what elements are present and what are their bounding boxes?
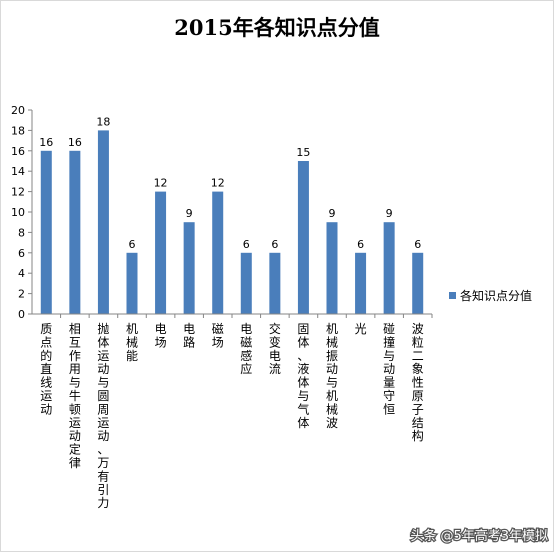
legend-label: 各知识点分值 [460, 288, 532, 303]
bar [40, 150, 52, 314]
y-tick-label: 6 [18, 247, 25, 260]
data-label: 16 [39, 136, 53, 149]
data-label: 9 [186, 207, 193, 220]
y-tick-label: 14 [11, 165, 25, 178]
bar [126, 252, 138, 314]
y-tick-label: 20 [11, 104, 25, 117]
data-label: 18 [96, 115, 110, 128]
legend-swatch [449, 292, 456, 299]
x-axis [32, 313, 433, 318]
bar [240, 252, 252, 314]
data-label: 6 [271, 238, 278, 251]
y-tick-label: 18 [11, 124, 25, 137]
category-label: 固体、液体与气体 [297, 322, 309, 430]
data-label: 6 [414, 238, 421, 251]
category-label: 机械振动与机械波 [326, 322, 338, 430]
chart-title: 2015年各知识点分值 [174, 15, 379, 40]
bar [155, 191, 167, 314]
bar [326, 222, 338, 314]
y-tick-label: 8 [18, 226, 25, 239]
category-label: 磁场 [212, 321, 224, 349]
watermark-text: 头条 @5年高考3年模拟 [410, 528, 548, 544]
y-tick-label: 12 [11, 186, 25, 199]
bar [269, 252, 281, 314]
y-tick-label: 10 [11, 206, 25, 219]
bar [97, 130, 109, 314]
category-label: 碰撞与动量守恒 [383, 322, 395, 416]
data-label: 9 [386, 207, 393, 220]
category-label: 光 [355, 322, 367, 336]
data-label: 6 [243, 238, 250, 251]
data-label: 16 [68, 136, 82, 149]
y-tick-label: 2 [18, 288, 25, 301]
legend: 各知识点分值 [449, 288, 532, 303]
y-tick-label: 0 [18, 308, 25, 321]
category-label: 质点的直线运动 [40, 322, 52, 416]
category-label: 电场 [155, 322, 167, 349]
bar [297, 161, 309, 314]
bar [212, 191, 224, 314]
category-label: 电磁感应 [240, 322, 252, 376]
data-label: 6 [357, 238, 364, 251]
category-label: 波粒二象性原子结构 [412, 322, 424, 443]
data-label: 9 [329, 207, 336, 220]
data-label: 12 [154, 177, 168, 190]
data-label: 15 [296, 146, 310, 159]
bar [383, 222, 395, 314]
category-label: 相互作用与牛顿运动定律 [69, 322, 81, 470]
bar [355, 252, 367, 314]
bar [183, 222, 195, 314]
category-labels: 质点的直线运动 相互作用与牛顿运动定律 抛体运动与圆周运动、万有引力 机械能 电场电路磁… [40, 321, 423, 510]
bar [69, 150, 81, 314]
data-label: 6 [129, 238, 136, 251]
category-label: 电路 [183, 322, 195, 349]
y-tick-label: 16 [11, 145, 25, 158]
category-label: 交变电流 [269, 321, 281, 376]
category-label: 机械能 [126, 322, 138, 363]
bar [412, 252, 424, 314]
y-axis: 0 2 4 6 8 10 12 14 16 18 20 [11, 104, 33, 321]
y-tick-label: 4 [18, 267, 25, 280]
category-label: 抛体运动与圆周运动、万有引力 [97, 321, 109, 510]
data-labels: 16 16 18 6 12 9 12 6 6 15 9 6 9 6 [39, 115, 421, 250]
bar-series [40, 130, 424, 314]
data-label: 12 [211, 177, 225, 190]
watermark: 头条 @5年高考3年模拟 [409, 527, 549, 546]
